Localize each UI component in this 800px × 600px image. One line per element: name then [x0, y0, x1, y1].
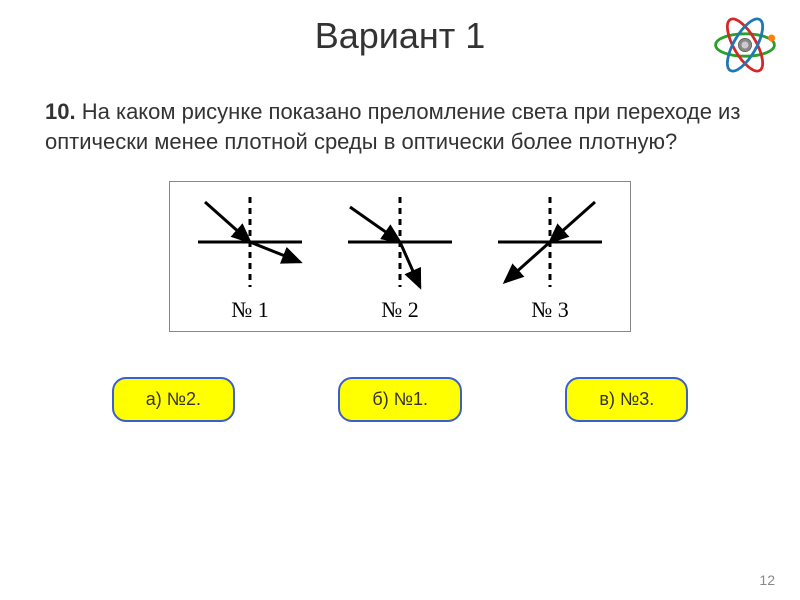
diagram-container: № 1 № 2	[0, 181, 800, 332]
question-text: 10. На каком рисунке показано преломлени…	[0, 57, 800, 156]
question-body: На каком рисунке показано преломление св…	[45, 99, 740, 154]
answer-option-b[interactable]: б) №1.	[338, 377, 462, 422]
diagram-cell-2: № 2	[340, 192, 460, 323]
diagram-label-2: № 2	[381, 297, 419, 323]
page-title: Вариант 1	[0, 0, 800, 57]
page-number: 12	[759, 572, 775, 588]
answer-option-a[interactable]: а) №2.	[112, 377, 235, 422]
diagram-cell-3: № 3	[490, 192, 610, 323]
refraction-diagram: № 1 № 2	[169, 181, 631, 332]
atom-icon	[710, 10, 780, 80]
diagram-label-3: № 3	[531, 297, 569, 323]
question-number: 10.	[45, 99, 76, 124]
answer-option-c[interactable]: в) №3.	[565, 377, 688, 422]
diagram-label-1: № 1	[231, 297, 269, 323]
answer-row: а) №2. б) №1. в) №3.	[0, 377, 800, 422]
diagram-cell-1: № 1	[190, 192, 310, 323]
